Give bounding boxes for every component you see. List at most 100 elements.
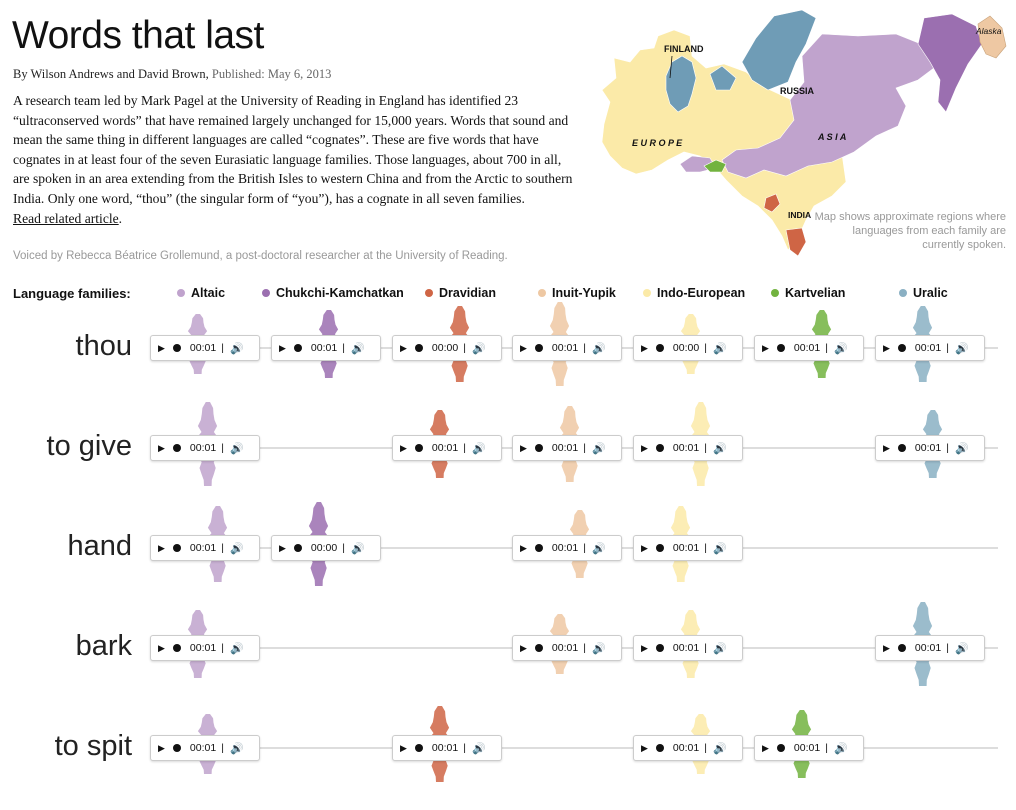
progress-handle[interactable] xyxy=(776,744,785,752)
play-icon[interactable]: ▶ xyxy=(158,542,165,553)
audio-player[interactable]: ▶ 00:01 | 🔊 xyxy=(512,335,622,361)
play-icon[interactable]: ▶ xyxy=(158,642,165,653)
progress-handle[interactable] xyxy=(414,744,423,752)
progress-handle[interactable] xyxy=(534,444,543,452)
word-row-line xyxy=(150,747,998,749)
play-icon[interactable]: ▶ xyxy=(883,642,890,653)
audio-player[interactable]: ▶ 00:01 | 🔊 xyxy=(754,735,864,761)
volume-icon[interactable]: 🔊 xyxy=(350,342,365,355)
volume-icon[interactable]: 🔊 xyxy=(954,342,969,355)
audio-player[interactable]: ▶ 00:01 | 🔊 xyxy=(633,735,743,761)
volume-icon[interactable]: 🔊 xyxy=(350,542,365,555)
progress-handle[interactable] xyxy=(534,644,543,652)
play-icon[interactable]: ▶ xyxy=(520,542,527,553)
volume-icon[interactable]: 🔊 xyxy=(591,342,606,355)
volume-icon[interactable]: 🔊 xyxy=(712,442,727,455)
progress-handle[interactable] xyxy=(897,344,906,352)
play-icon[interactable]: ▶ xyxy=(641,642,648,653)
progress-handle[interactable] xyxy=(172,444,181,452)
volume-icon[interactable]: 🔊 xyxy=(229,342,244,355)
volume-icon[interactable]: 🔊 xyxy=(229,442,244,455)
volume-icon[interactable]: 🔊 xyxy=(712,742,727,755)
volume-icon[interactable]: 🔊 xyxy=(712,342,727,355)
progress-handle[interactable] xyxy=(534,344,543,352)
play-icon[interactable]: ▶ xyxy=(279,342,286,353)
audio-player[interactable]: ▶ 00:01 | 🔊 xyxy=(150,435,260,461)
progress-handle[interactable] xyxy=(897,644,906,652)
volume-icon[interactable]: 🔊 xyxy=(833,342,848,355)
audio-player[interactable]: ▶ 00:00 | 🔊 xyxy=(271,535,381,561)
progress-handle[interactable] xyxy=(172,644,181,652)
audio-player[interactable]: ▶ 00:01 | 🔊 xyxy=(512,635,622,661)
volume-icon[interactable]: 🔊 xyxy=(229,742,244,755)
volume-icon[interactable]: 🔊 xyxy=(471,342,486,355)
progress-handle[interactable] xyxy=(897,444,906,452)
audio-player[interactable]: ▶ 00:01 | 🔊 xyxy=(150,635,260,661)
volume-icon[interactable]: 🔊 xyxy=(712,542,727,555)
progress-handle[interactable] xyxy=(534,544,543,552)
volume-icon[interactable]: 🔊 xyxy=(229,642,244,655)
audio-player[interactable]: ▶ 00:01 | 🔊 xyxy=(150,535,260,561)
progress-handle[interactable] xyxy=(655,544,664,552)
play-icon[interactable]: ▶ xyxy=(520,342,527,353)
play-icon[interactable]: ▶ xyxy=(520,442,527,453)
volume-icon[interactable]: 🔊 xyxy=(471,742,486,755)
legend-swatch xyxy=(643,289,651,297)
volume-icon[interactable]: 🔊 xyxy=(954,442,969,455)
volume-icon[interactable]: 🔊 xyxy=(591,642,606,655)
audio-player[interactable]: ▶ 00:01 | 🔊 xyxy=(633,635,743,661)
audio-player[interactable]: ▶ 00:00 | 🔊 xyxy=(392,335,502,361)
play-icon[interactable]: ▶ xyxy=(641,742,648,753)
audio-player[interactable]: ▶ 00:01 | 🔊 xyxy=(271,335,381,361)
audio-player[interactable]: ▶ 00:01 | 🔊 xyxy=(512,535,622,561)
audio-player[interactable]: ▶ 00:01 | 🔊 xyxy=(392,435,502,461)
progress-handle[interactable] xyxy=(655,644,664,652)
related-article-link[interactable]: Read related article xyxy=(13,210,119,226)
progress-handle[interactable] xyxy=(655,344,664,352)
audio-player[interactable]: ▶ 00:01 | 🔊 xyxy=(150,335,260,361)
play-icon[interactable]: ▶ xyxy=(641,442,648,453)
volume-icon[interactable]: 🔊 xyxy=(712,642,727,655)
progress-handle[interactable] xyxy=(172,744,181,752)
play-icon[interactable]: ▶ xyxy=(400,342,407,353)
audio-player[interactable]: ▶ 00:01 | 🔊 xyxy=(754,335,864,361)
progress-handle[interactable] xyxy=(655,744,664,752)
volume-icon[interactable]: 🔊 xyxy=(591,442,606,455)
audio-player[interactable]: ▶ 00:01 | 🔊 xyxy=(875,635,985,661)
audio-player[interactable]: ▶ 00:01 | 🔊 xyxy=(875,435,985,461)
play-icon[interactable]: ▶ xyxy=(762,742,769,753)
progress-handle[interactable] xyxy=(172,544,181,552)
audio-player[interactable]: ▶ 00:01 | 🔊 xyxy=(392,735,502,761)
progress-handle[interactable] xyxy=(172,344,181,352)
play-icon[interactable]: ▶ xyxy=(520,642,527,653)
play-icon[interactable]: ▶ xyxy=(158,442,165,453)
volume-icon[interactable]: 🔊 xyxy=(591,542,606,555)
audio-player[interactable]: ▶ 00:01 | 🔊 xyxy=(150,735,260,761)
progress-handle[interactable] xyxy=(293,544,302,552)
play-icon[interactable]: ▶ xyxy=(641,342,648,353)
volume-icon[interactable]: 🔊 xyxy=(229,542,244,555)
play-icon[interactable]: ▶ xyxy=(158,742,165,753)
play-icon[interactable]: ▶ xyxy=(279,542,286,553)
audio-player[interactable]: ▶ 00:01 | 🔊 xyxy=(633,435,743,461)
play-icon[interactable]: ▶ xyxy=(883,342,890,353)
volume-icon[interactable]: 🔊 xyxy=(471,442,486,455)
progress-handle[interactable] xyxy=(414,444,423,452)
play-icon[interactable]: ▶ xyxy=(762,342,769,353)
play-icon[interactable]: ▶ xyxy=(400,442,407,453)
audio-player[interactable]: ▶ 00:01 | 🔊 xyxy=(633,535,743,561)
play-icon[interactable]: ▶ xyxy=(158,342,165,353)
progress-handle[interactable] xyxy=(655,444,664,452)
audio-player[interactable]: ▶ 00:00 | 🔊 xyxy=(633,335,743,361)
audio-player[interactable]: ▶ 00:01 | 🔊 xyxy=(512,435,622,461)
progress-handle[interactable] xyxy=(414,344,423,352)
play-icon[interactable]: ▶ xyxy=(400,742,407,753)
play-icon[interactable]: ▶ xyxy=(883,442,890,453)
volume-icon[interactable]: 🔊 xyxy=(833,742,848,755)
playback-time: 00:01 xyxy=(189,542,217,554)
play-icon[interactable]: ▶ xyxy=(641,542,648,553)
progress-handle[interactable] xyxy=(776,344,785,352)
progress-handle[interactable] xyxy=(293,344,302,352)
volume-icon[interactable]: 🔊 xyxy=(954,642,969,655)
audio-player[interactable]: ▶ 00:01 | 🔊 xyxy=(875,335,985,361)
